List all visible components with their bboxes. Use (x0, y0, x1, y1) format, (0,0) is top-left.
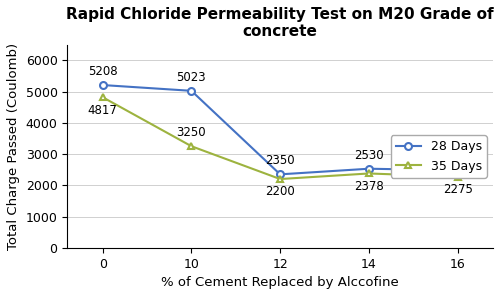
28 Days (454, 168, 460, 172)
Y-axis label: Total Charge Passed (Coulomb): Total Charge Passed (Coulomb) (7, 43, 20, 250)
Text: 5208: 5208 (88, 65, 118, 78)
Text: 2378: 2378 (354, 180, 384, 193)
Text: 2350: 2350 (266, 155, 295, 168)
Text: 5023: 5023 (176, 71, 206, 84)
Text: 2530: 2530 (354, 149, 384, 162)
X-axis label: % of Cement Replaced by Alccofine: % of Cement Replaced by Alccofine (162, 276, 399, 289)
28 Days (188, 89, 194, 93)
35 Days (100, 96, 105, 99)
Text: 2200: 2200 (266, 186, 295, 199)
Line: 35 Days: 35 Days (99, 94, 461, 183)
35 Days (277, 177, 283, 181)
Text: 2480: 2480 (442, 150, 472, 163)
Text: 3250: 3250 (176, 126, 206, 139)
Title: Rapid Chloride Permeability Test on M20 Grade of
concrete: Rapid Chloride Permeability Test on M20 … (66, 7, 494, 39)
Text: 4817: 4817 (88, 104, 118, 117)
35 Days (366, 172, 372, 175)
35 Days (188, 144, 194, 148)
Legend: 28 Days, 35 Days: 28 Days, 35 Days (390, 135, 487, 178)
28 Days (366, 167, 372, 170)
Line: 28 Days: 28 Days (99, 82, 461, 178)
Text: 2275: 2275 (442, 183, 472, 196)
28 Days (100, 83, 105, 87)
35 Days (454, 175, 460, 178)
28 Days (277, 173, 283, 176)
